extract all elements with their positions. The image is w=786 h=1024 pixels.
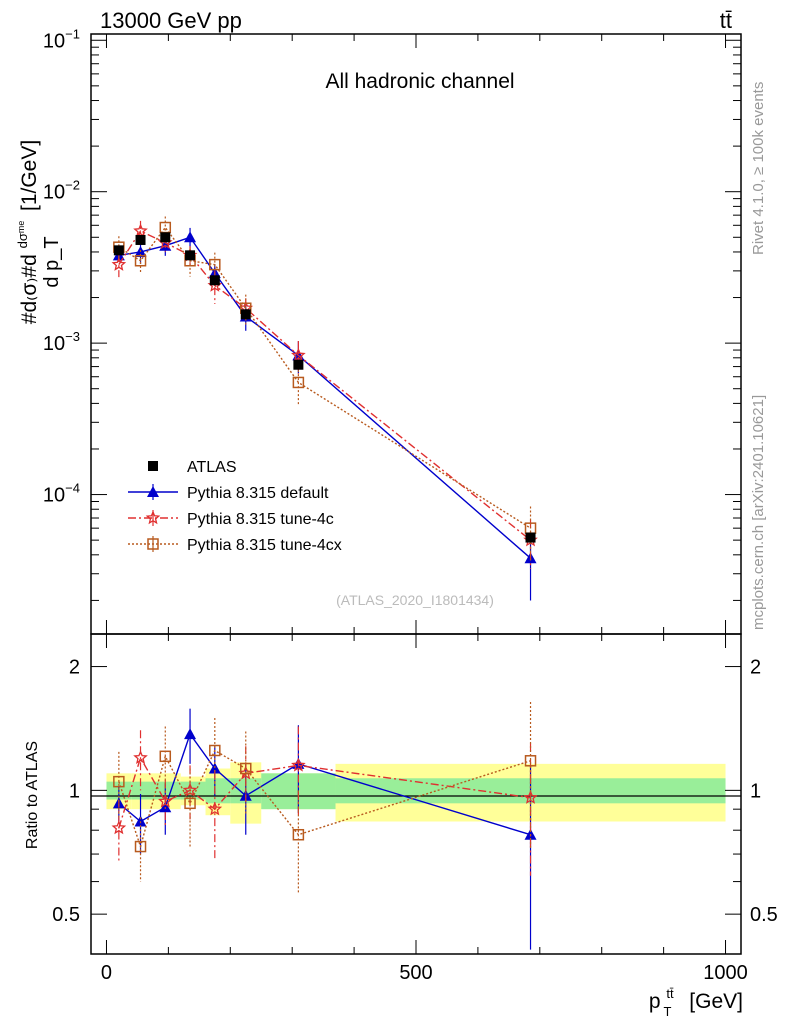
chart-title: All hadronic channel xyxy=(325,70,514,93)
energy-label: 13000 GeV pp xyxy=(100,8,242,33)
main-panel: 10−410−310−210−1 All hadronic channel (A… xyxy=(43,26,742,635)
y-tick-label: 10−2 xyxy=(43,178,80,204)
pythia-8-315-tune-4cx-ratio-point xyxy=(292,828,305,841)
pythia-8-315-tune-4cx-ratio-point xyxy=(209,744,221,757)
mcplots-label: mcplots.cern.ch [arXiv:2401.10621] xyxy=(750,395,767,630)
x-axis-label-subscript: T xyxy=(664,1004,672,1019)
pythia-8-315-default-ratio-point xyxy=(134,815,147,827)
y-tick-label-exponent: −2 xyxy=(65,178,80,193)
legend-pythia-8-315-tune-4cx-marker xyxy=(147,538,159,550)
pythia-8-315-default-ratio-point xyxy=(208,762,221,774)
ratio-uncertainty-bands xyxy=(106,762,726,824)
ratio-y-tick-label-right: 2 xyxy=(750,657,761,679)
y-tick-label-exponent: −3 xyxy=(65,329,80,344)
y-tick-label: 10−3 xyxy=(43,329,80,355)
atlas-point xyxy=(113,245,124,256)
main-axis-ticks: 10−410−310−210−1 xyxy=(43,26,741,634)
y-tick-label: 10−4 xyxy=(43,481,80,507)
main-series-layer xyxy=(111,216,538,601)
legend-atlas-label: ATLAS xyxy=(187,459,237,476)
y-axis-label-lower: d p_T xyxy=(41,236,63,287)
pythia-8-315-tune-4cx-ratio-point xyxy=(134,840,147,853)
rivet-version-label: Rivet 4.1.0, ≥ 100k events xyxy=(750,82,767,255)
x-axis-label-unit: [GeV] xyxy=(689,990,743,1013)
ratio-inner-band xyxy=(131,781,156,800)
x-tick-label: 0 xyxy=(101,962,112,984)
pythia-8-315-tune-4cx-point xyxy=(159,221,172,234)
pythia-8-315-tune-4c-ratio-point xyxy=(207,801,223,816)
legend-atlas-marker xyxy=(148,461,158,471)
legend: ATLAS Pythia 8.315 default Pythia 8.315 tu… xyxy=(128,459,342,554)
pythia-8-315-tune-4cx-ratio-point xyxy=(159,750,172,763)
pythia-8-315-tune-4cx-ratio-point xyxy=(240,762,252,775)
pythia-8-315-tune-4cx-ratio-point xyxy=(524,755,537,767)
atlas-point xyxy=(240,309,251,320)
y-tick-label: 10−1 xyxy=(43,26,80,52)
legend-pythia-8-315-default-label: Pythia 8.315 default xyxy=(187,485,329,502)
atlas-point xyxy=(185,250,196,261)
pythia-8-315-tune-4c-ratio-point xyxy=(111,820,127,835)
atlas-point xyxy=(135,234,146,245)
x-axis-label-superscript: tt̄ xyxy=(666,986,674,1001)
x-tick-label: 500 xyxy=(399,962,432,984)
legend-pythia-8-315-tune-4cx-label: Pythia 8.315 tune-4cx xyxy=(187,537,342,554)
ratio-series-layer xyxy=(111,702,538,950)
pythia-8-315-tune-4c-ratio-line xyxy=(118,756,531,829)
y-tick-label-exponent: −1 xyxy=(65,26,80,41)
ratio-y-tick-label-left: 0.5 xyxy=(52,904,80,926)
pythia-8-315-tune-4c-ratio-point xyxy=(133,750,148,765)
x-axis-label: p tt̄ T [GeV] xyxy=(649,980,743,1021)
ratio-y-tick-label-left: 1 xyxy=(69,780,80,802)
analysis-id-label: (ATLAS_2020_I1801434) xyxy=(336,592,494,608)
pythia-8-315-tune-4cx-point xyxy=(134,254,147,267)
ratio-panel: 0 500 1000 0.5 0.5 1 1 2 2 xyxy=(52,633,778,984)
y-axis-label-text: #d₍σ₎#d dσᵐᵉ [1/GeV] xyxy=(9,140,41,324)
pythia-8-315-default-line xyxy=(118,236,531,559)
y-tick-label-base: 10 xyxy=(43,333,65,355)
y-tick-label-base: 10 xyxy=(43,30,65,52)
y-axis-label-upper: #d₍σ₎#d xyxy=(18,254,41,324)
pythia-8-315-tune-4cx-ratio-line xyxy=(118,749,531,849)
y-tick-label-exponent: −4 xyxy=(65,481,80,496)
ratio-axis-ticks: 0 500 1000 0.5 0.5 1 1 2 2 xyxy=(52,634,778,984)
pythia-8-315-default-ratio-line xyxy=(118,732,531,836)
ratio-y-tick-label-right: 0.5 xyxy=(750,904,778,926)
pythia-8-315-tune-4c-ratio-point xyxy=(157,793,173,808)
atlas-point xyxy=(525,532,536,543)
atlas-point xyxy=(209,275,220,286)
pythia-8-315-tune-4c-ratio-point xyxy=(523,789,538,804)
legend-pythia-8-315-tune-4c-marker xyxy=(145,510,161,525)
pythia-8-315-tune-4cx-point xyxy=(209,258,221,271)
ratio-inner-band xyxy=(205,778,231,804)
ratio-y-axis-label: Ratio to ATLAS xyxy=(24,741,41,849)
pythia-8-315-tune-4c-point xyxy=(133,223,148,238)
pythia-8-315-tune-4c-point xyxy=(111,256,127,271)
pythia-8-315-tune-4cx-ratio-point xyxy=(113,775,125,788)
pythia-8-315-tune-4c-ratio-point xyxy=(291,757,306,772)
ratio-y-tick-label-right: 1 xyxy=(750,780,761,802)
legend-pythia-8-315-default-marker xyxy=(147,486,159,497)
y-tick-label-base: 10 xyxy=(43,485,65,507)
y-axis-label-unit: [1/GeV] xyxy=(18,140,41,211)
atlas-point xyxy=(160,232,171,243)
ratio-y-tick-label-left: 2 xyxy=(69,657,80,679)
x-axis-label-main: p xyxy=(649,990,661,1013)
pythia-8-315-default-point xyxy=(184,231,197,243)
pythia-8-315-tune-4c-line xyxy=(118,230,531,541)
legend-pythia-8-315-tune-4c-label: Pythia 8.315 tune-4c xyxy=(187,511,334,528)
y-tick-label-base: 10 xyxy=(43,182,65,204)
y-axis-label: #d₍σ₎#d dσᵐᵉ [1/GeV] d p_T xyxy=(9,140,63,324)
pythia-8-315-default-ratio-point xyxy=(159,801,172,813)
y-axis-label-upper-top: dσᵐᵉ xyxy=(15,221,30,249)
atlas-point xyxy=(293,359,304,370)
x-tick-label: 1000 xyxy=(703,962,748,984)
process-label: tt̄ xyxy=(720,8,732,33)
pythia-8-315-tune-4cx-ratio-point xyxy=(184,797,196,810)
pythia-8-315-tune-4c-point xyxy=(291,347,306,362)
pythia-8-315-default-ratio-point xyxy=(184,728,197,740)
pythia-8-315-tune-4cx-point xyxy=(292,376,305,389)
